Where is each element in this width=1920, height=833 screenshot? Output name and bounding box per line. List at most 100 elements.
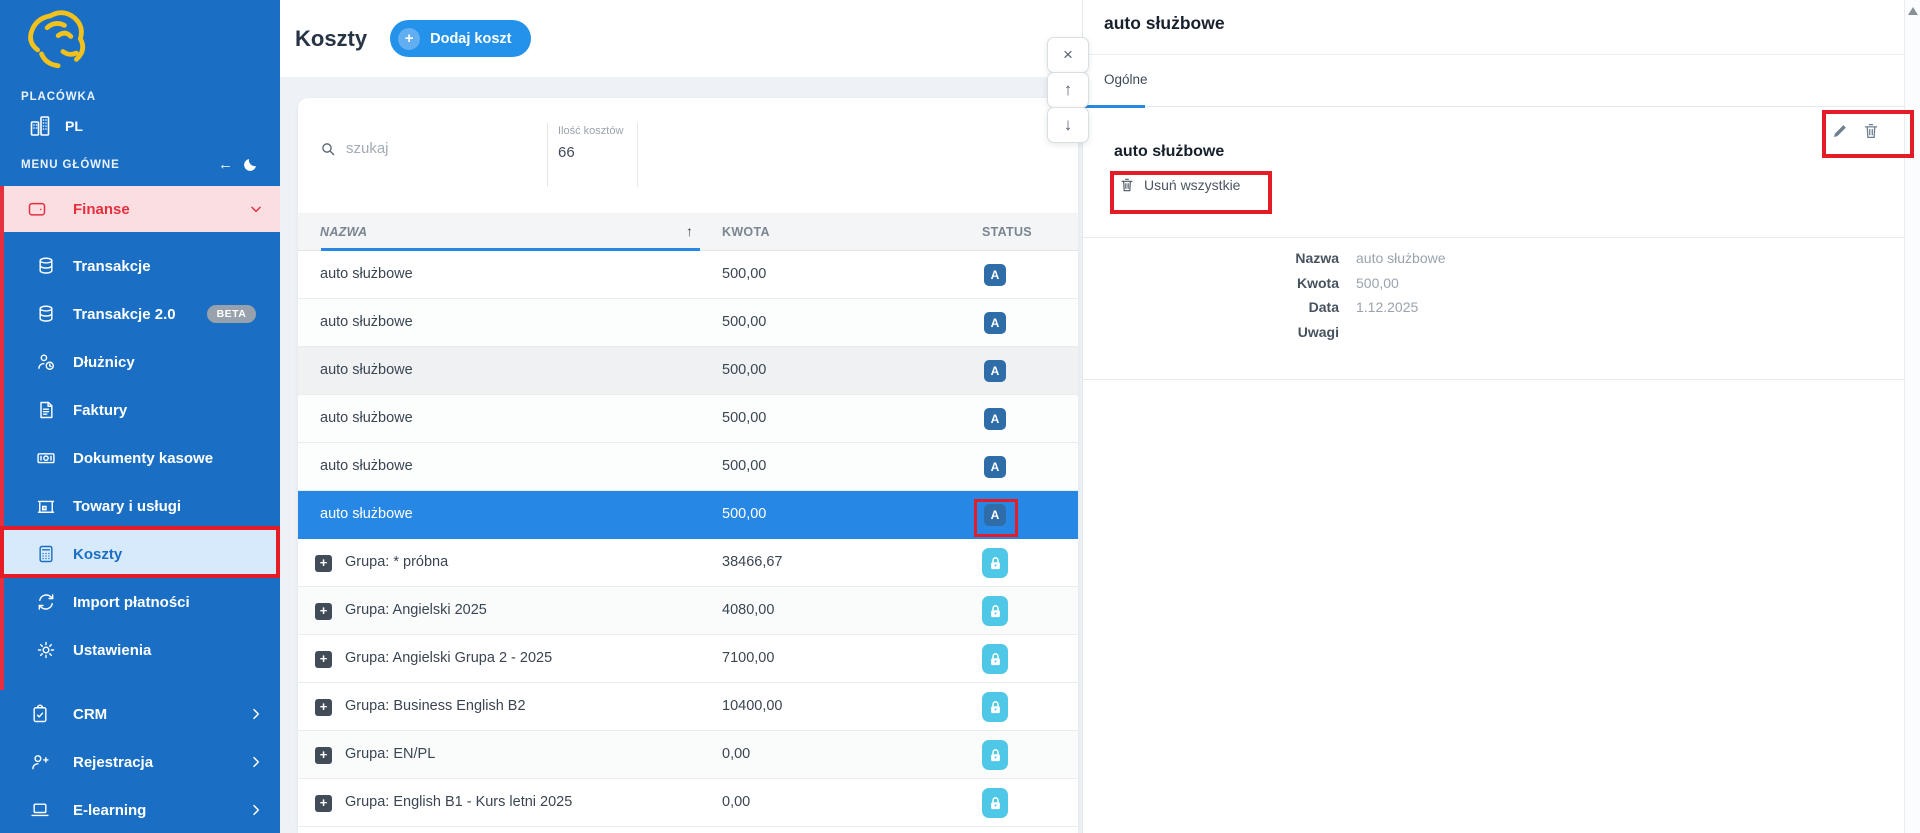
row-amount: 500,00 [722, 314, 767, 330]
field-row-data: Data 1.12.2025 [1083, 295, 1920, 320]
sidebar-item-transakcje-2[interactable]: Transakcje 2.0 BETA [0, 290, 280, 338]
table-header: NAZWA ↑ KWOTA STATUS [298, 213, 1078, 251]
status-badge: A [984, 456, 1006, 478]
sidebar-item-ustawienia[interactable]: Ustawienia [0, 626, 280, 674]
status-badge: A [984, 360, 1006, 382]
table-row[interactable]: auto służbowe 500,00 A [298, 395, 1078, 443]
expand-button[interactable]: + [315, 747, 332, 764]
sort-ascending-icon[interactable]: ↑ [686, 223, 693, 239]
detail-panel-title: auto służbowe [1104, 13, 1225, 33]
collapse-sidebar-icon[interactable]: ← [218, 156, 233, 173]
table-row-group[interactable]: + Grupa: Angielski Grupa 2 - 2025 7100,0… [298, 635, 1078, 683]
menu-header: MENU GŁÓWNE ← [21, 156, 280, 173]
lock-badge [982, 596, 1008, 626]
sidebar-item-label: Koszty [73, 545, 123, 563]
sidebar-item-label: Transakcje [73, 257, 151, 275]
add-cost-button[interactable]: + Dodaj koszt [390, 20, 531, 57]
expand-button[interactable]: + [315, 555, 332, 572]
row-amount: 10400,00 [722, 698, 783, 714]
tab-ogolne[interactable]: Ogólne [1104, 72, 1148, 87]
field-label: Kwota [1297, 274, 1339, 291]
column-header-kwota[interactable]: KWOTA [722, 225, 770, 239]
menu-header-label: MENU GŁÓWNE [21, 158, 120, 171]
row-name: auto służbowe [320, 458, 413, 474]
table-toolbar: Ilość kosztów 66 [298, 98, 1078, 213]
expand-button[interactable]: + [315, 651, 332, 668]
lock-badge [982, 548, 1008, 578]
expand-button[interactable]: + [315, 795, 332, 812]
status-badge: A [984, 312, 1006, 334]
costs-table-card: Ilość kosztów 66 NAZWA ↑ KWOTA STATUS au… [298, 98, 1078, 833]
row-name: Grupa: EN/PL [345, 746, 436, 762]
row-amount: 38466,67 [722, 554, 783, 570]
scroll-up-button[interactable]: ↑ [1047, 72, 1089, 108]
row-name: Grupa: Angielski 2025 [345, 602, 487, 618]
sidebar-item-import-platnosci[interactable]: Import płatności [0, 578, 280, 626]
table-row-group[interactable]: + Grupa: Angielski 2025 4080,00 [298, 587, 1078, 635]
sidebar-item-elearning[interactable]: E-learning [0, 786, 280, 833]
table-row-group[interactable]: + Grupa: * próbna 38466,67 [298, 539, 1078, 587]
gear-icon [37, 641, 55, 659]
table-row-selected[interactable]: auto służbowe 500,00 A [298, 491, 1078, 539]
lion-logo [28, 10, 86, 69]
row-name: auto służbowe [320, 410, 413, 426]
wallet-icon [28, 202, 46, 216]
clipboard-icon [33, 704, 47, 723]
delete-all-button[interactable]: Usuń wszystkie [1119, 177, 1240, 193]
row-amount: 0,00 [722, 746, 751, 762]
expand-button[interactable]: + [315, 699, 332, 716]
sorted-column-underline [321, 248, 700, 251]
sidebar-item-finanse[interactable]: Finanse [0, 186, 280, 232]
edit-pencil-icon[interactable] [1831, 122, 1849, 140]
row-amount: 500,00 [722, 410, 767, 426]
chevron-right-icon [248, 754, 264, 770]
table-row[interactable]: auto służbowe 500,00 A [298, 299, 1078, 347]
table-row-group[interactable]: + Grupa: Business English B2 10400,00 [298, 683, 1078, 731]
moon-icon[interactable] [242, 157, 258, 173]
chevron-down-icon [248, 201, 264, 217]
sync-icon [38, 594, 54, 610]
table-body: auto służbowe 500,00 A auto służbowe 500… [298, 251, 1078, 827]
row-amount: 7100,00 [722, 650, 775, 666]
sidebar-item-faktury[interactable]: Faktury [0, 386, 280, 434]
table-row-group[interactable]: + Grupa: EN/PL 0,00 [298, 731, 1078, 779]
sidebar-item-dokumenty-kasowe[interactable]: Dokumenty kasowe [0, 434, 280, 482]
field-label: Data [1308, 299, 1339, 316]
table-row-group[interactable]: + Grupa: English B1 - Kurs letni 2025 0,… [298, 779, 1078, 827]
status-badge: A [984, 264, 1006, 286]
table-row[interactable]: auto służbowe 500,00 A [298, 443, 1078, 491]
column-header-status[interactable]: STATUS [982, 225, 1032, 239]
org-code: PL [65, 118, 83, 134]
divider [1083, 237, 1920, 238]
sidebar-item-towary-uslugi[interactable]: Towary i usługi [0, 482, 280, 530]
table-row[interactable]: auto służbowe 500,00 A [298, 347, 1078, 395]
field-value: 1.12.2025 [1356, 299, 1419, 316]
bottom-menu: CRM Rejestracja E-learning [0, 690, 280, 833]
building-icon [30, 116, 50, 136]
sidebar-item-label: Rejestracja [73, 753, 154, 771]
lock-icon [990, 556, 1000, 569]
scroll-down-button[interactable]: ↓ [1047, 107, 1089, 143]
lock-badge [982, 644, 1008, 674]
sidebar-item-label: Ustawienia [73, 641, 152, 659]
field-row-uwagi: Uwagi [1083, 320, 1920, 345]
sidebar-item-rejestracja[interactable]: Rejestracja [0, 738, 280, 786]
expand-button[interactable]: + [315, 603, 332, 620]
org-selector[interactable]: PL [28, 114, 83, 138]
sidebar-item-koszty[interactable]: Koszty [0, 530, 280, 578]
table-row[interactable]: auto służbowe 500,00 A [298, 251, 1078, 299]
sidebar-item-dluznicy[interactable]: Dłużnicy [0, 338, 280, 386]
field-value: 500,00 [1356, 274, 1399, 291]
sidebar-item-crm[interactable]: CRM [0, 690, 280, 738]
sidebar: PLACÓWKA PL MENU GŁÓWNE ← Finanse [0, 0, 280, 833]
close-button[interactable]: × [1047, 37, 1089, 73]
row-amount: 500,00 [722, 458, 767, 474]
search-input[interactable] [346, 140, 516, 157]
sidebar-item-transakcje[interactable]: Transakcje [0, 242, 280, 290]
goods-icon [37, 500, 55, 513]
delete-trash-icon[interactable] [1862, 122, 1880, 140]
scrollbar-up-arrow[interactable] [1908, 7, 1918, 15]
page-scrollbar[interactable] [1904, 0, 1920, 833]
column-header-nazwa[interactable]: NAZWA [320, 225, 368, 239]
